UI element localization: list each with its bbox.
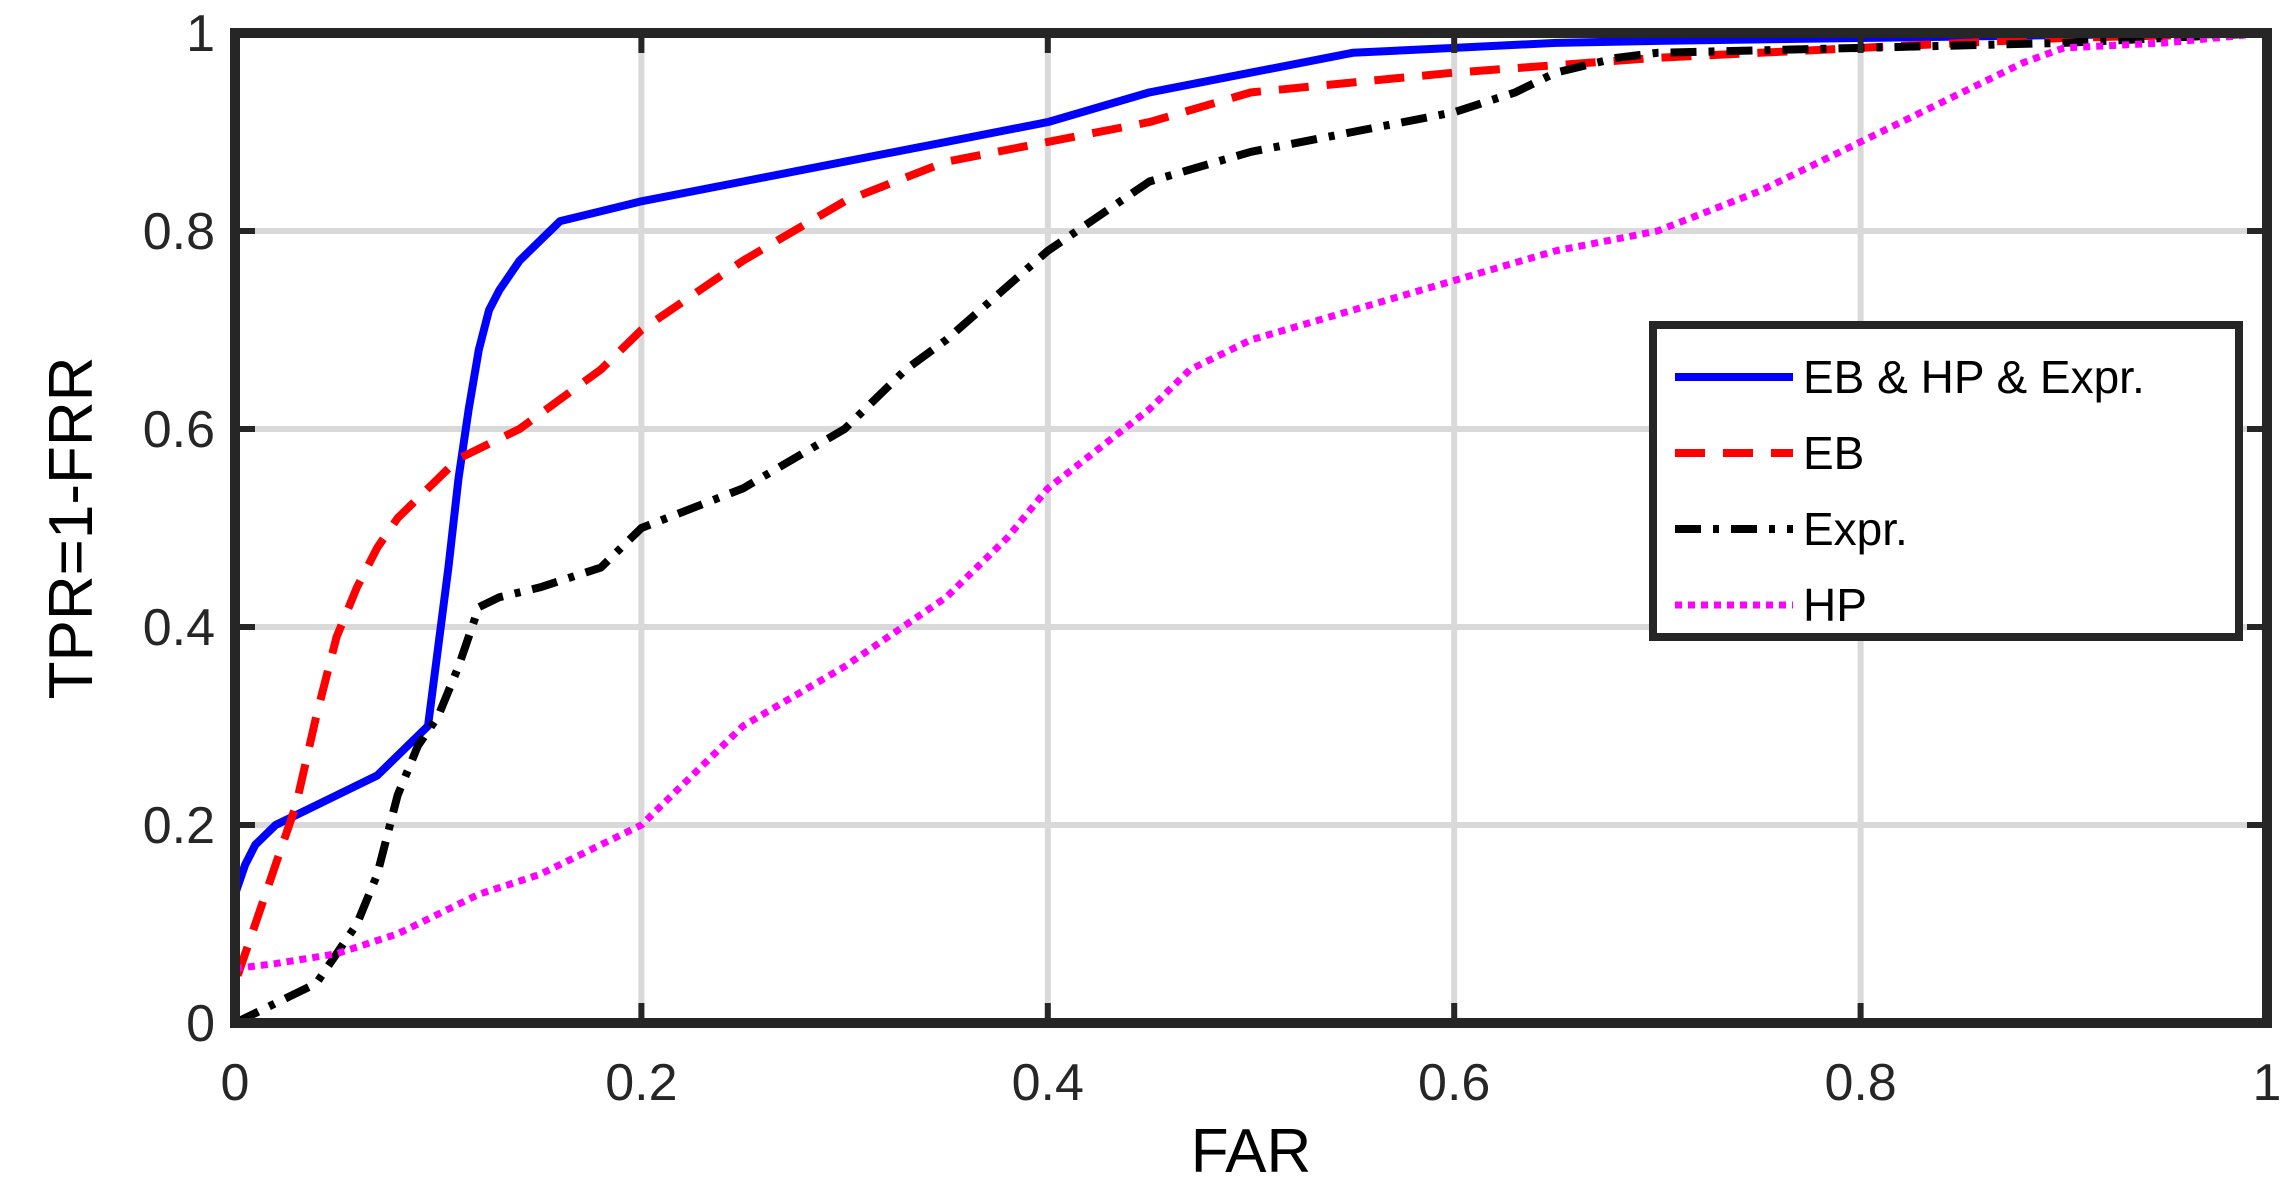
axis-ticks: 0 0.2 0.4 0.6 0.8 1 0 0.2 0.4 0.6 0.8 1 <box>143 5 2282 1112</box>
legend-label-4: HP <box>1803 579 1867 631</box>
legend-label-1: EB & HP & Expr. <box>1803 351 2145 403</box>
legend-label-2: EB <box>1803 427 1864 479</box>
x-tick-label: 1 <box>2253 1054 2282 1112</box>
y-tick-label: 0.8 <box>143 203 215 261</box>
series-line-2 <box>231 29 2268 1023</box>
y-tick-label: 0 <box>186 995 215 1053</box>
y-tick-label: 0.4 <box>143 599 215 657</box>
x-tick-label: 0.6 <box>1418 1054 1490 1112</box>
x-tick-label: 0 <box>221 1054 250 1112</box>
x-axis-title: FAR <box>1191 1117 1312 1186</box>
series-line-1 <box>231 29 2268 1023</box>
plot-frame <box>230 28 2272 1028</box>
x-tick-label: 0.4 <box>1012 1054 1084 1112</box>
x-tick-label: 0.8 <box>1824 1054 1896 1112</box>
y-tick-label: 1 <box>186 5 215 63</box>
y-tick-label: 0.6 <box>143 401 215 459</box>
legend: EB & HP & Expr. EB Expr. HP <box>1649 321 2243 641</box>
legend-label-3: Expr. <box>1803 503 1908 555</box>
series-line-4 <box>234 29 2268 972</box>
series-lines <box>231 29 2268 1027</box>
y-tick-label: 0.2 <box>143 797 215 855</box>
y-axis-title: TPR=1-FRR <box>37 357 106 700</box>
x-tick-label: 0.2 <box>605 1054 677 1112</box>
